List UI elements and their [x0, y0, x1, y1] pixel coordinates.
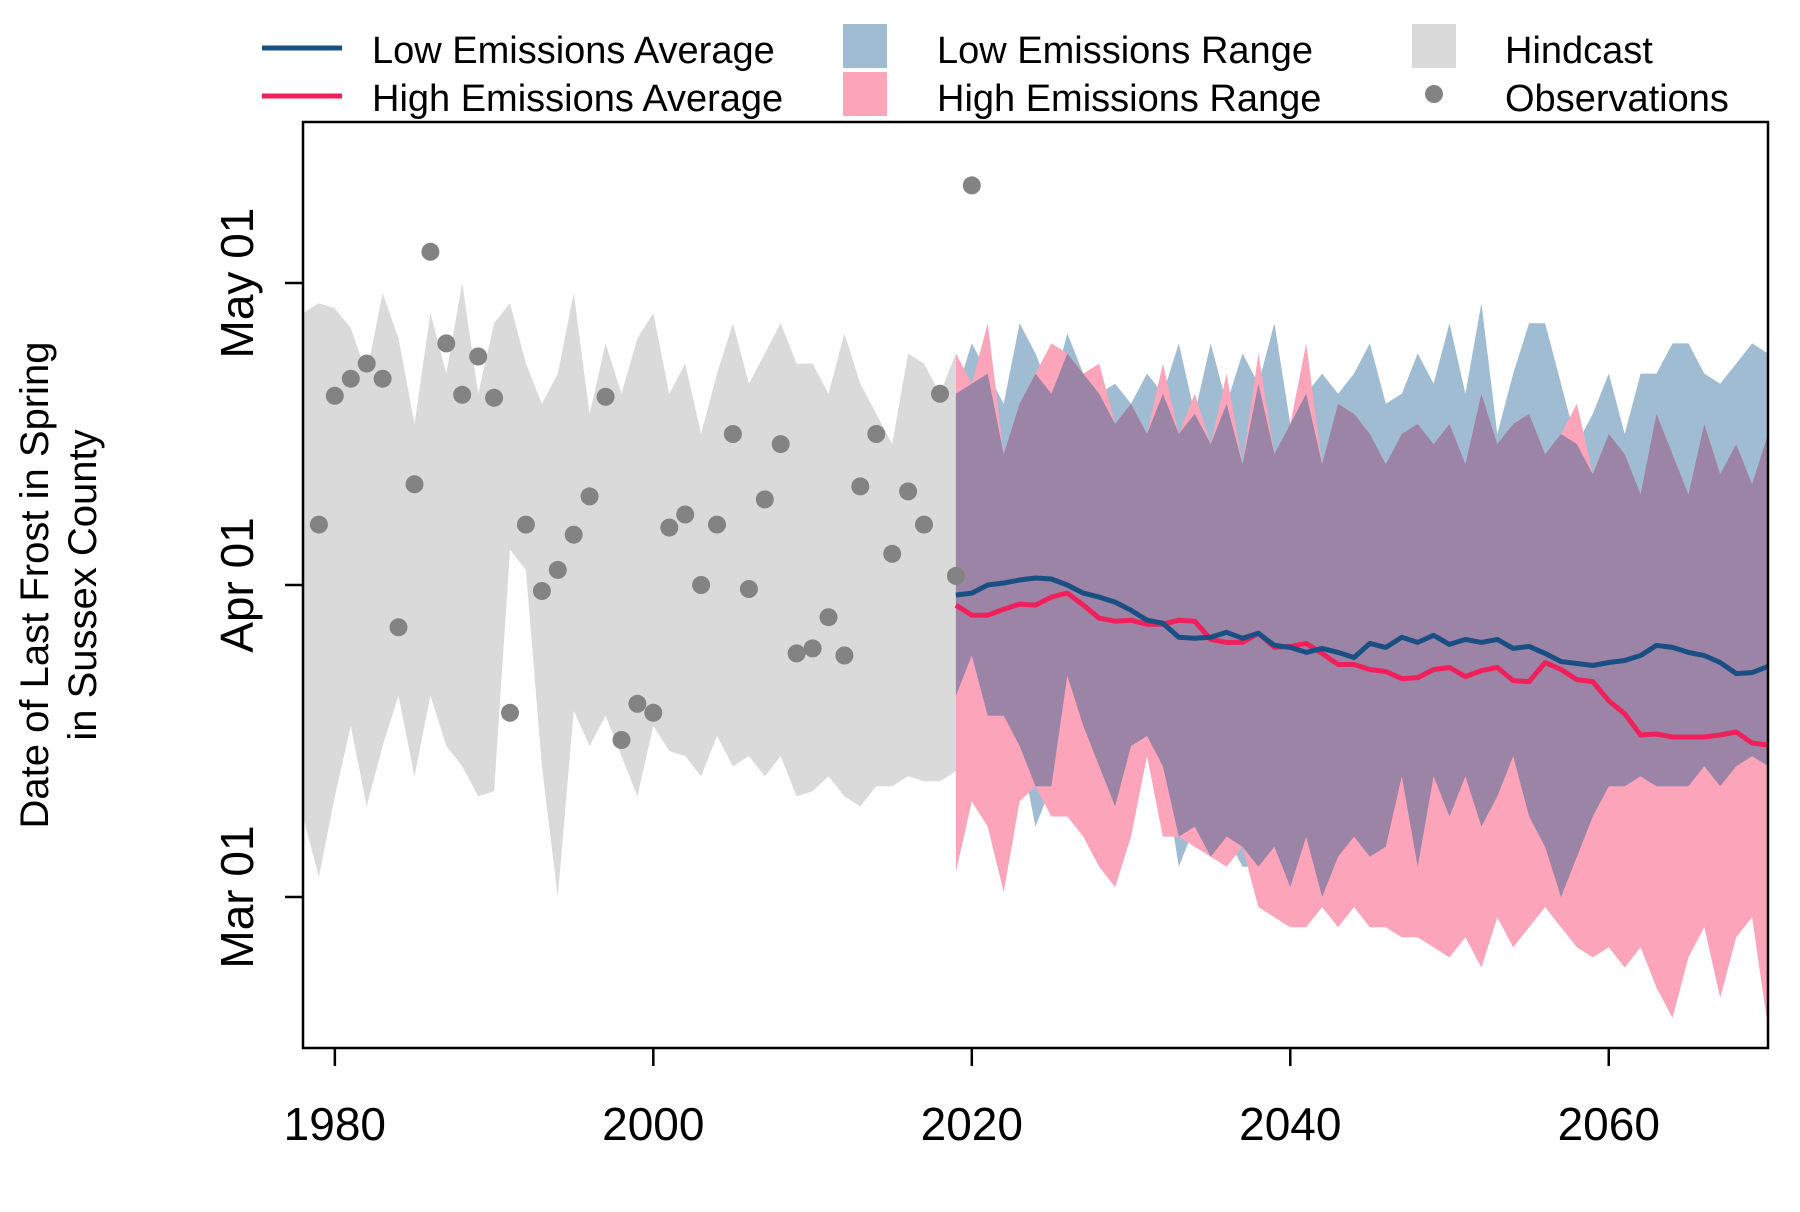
y-axis: Mar 01 Apr 01 May 01 [211, 208, 303, 969]
y-tick-label: Apr 01 [211, 517, 263, 653]
observation-point [325, 386, 344, 405]
observation-point [787, 644, 806, 663]
observation-point [501, 703, 519, 722]
observation-point [580, 487, 599, 506]
observation-point [692, 576, 711, 594]
observation-point [883, 544, 902, 563]
x-tick-label: 1980 [284, 1098, 386, 1150]
x-tick-label: 2040 [1239, 1098, 1341, 1150]
range-layer [955, 303, 1768, 1028]
observation-point [739, 580, 758, 598]
legend-label-hindcast: Hindcast [1505, 30, 1653, 72]
observation-point [899, 482, 918, 501]
observation-point [548, 560, 567, 579]
hindcast-layer [303, 283, 956, 897]
y-axis-label-line2: in Sussex County [61, 429, 105, 740]
legend-key-low_range [843, 24, 887, 68]
observation-point [596, 387, 615, 406]
observation-point [867, 425, 886, 443]
observations-layer [309, 176, 981, 749]
observation-point [676, 505, 695, 524]
observation-point [437, 334, 456, 353]
legend-key-high_range [843, 72, 887, 116]
x-tick-label: 2020 [921, 1098, 1023, 1150]
x-axis: 1980 2000 2020 2040 2060 [284, 1048, 1660, 1150]
observation-point [357, 354, 376, 373]
observation-point [453, 385, 472, 404]
observation-point [532, 582, 551, 600]
observation-point [309, 515, 328, 534]
observation-point [708, 515, 726, 534]
low-emissions-average-line [955, 575, 1768, 677]
observation-point [835, 646, 854, 665]
high-emissions-average-line [954, 590, 1768, 748]
observation-point [612, 731, 631, 749]
observation-point [564, 525, 583, 544]
legend-label-low_avg: Low Emissions Average [372, 30, 775, 72]
observation-point [723, 425, 742, 443]
y-axis-label-line1: Date of Last Frost in Spring [13, 342, 57, 829]
legend-label-low_range: Low Emissions Range [937, 30, 1313, 72]
average-lines-layer [954, 575, 1768, 748]
legend-label-high_avg: High Emissions Average [372, 78, 783, 120]
legend-key-observations [1425, 85, 1443, 103]
observation-point [644, 703, 663, 722]
legend: Low Emissions Average High Emissions Aver… [262, 24, 1729, 120]
observation-point [771, 435, 790, 454]
x-tick-label: 2000 [602, 1098, 704, 1150]
observation-point [341, 369, 360, 388]
observation-point [819, 608, 838, 627]
legend-label-observations: Observations [1505, 78, 1729, 120]
observation-point [803, 639, 822, 658]
observation-point [469, 347, 488, 366]
observation-point [962, 176, 981, 195]
observation-point [851, 477, 870, 496]
y-tick-label: May 01 [211, 208, 263, 359]
observation-point [915, 515, 933, 534]
observation-point [389, 618, 408, 637]
y-tick-label: Mar 01 [211, 825, 263, 968]
legend-label-high_range: High Emissions Range [937, 78, 1321, 120]
hindcast-band [303, 283, 956, 897]
observation-point [660, 518, 679, 537]
range-overlap-band [955, 353, 1768, 897]
observation-point [931, 384, 949, 403]
observation-point [755, 490, 774, 509]
observation-point [516, 515, 535, 534]
observation-point [421, 242, 440, 261]
observation-point [485, 388, 504, 407]
observation-point [946, 566, 965, 585]
legend-key-hindcast [1412, 24, 1456, 68]
observation-point [373, 369, 392, 388]
observation-point [628, 694, 647, 713]
observation-point [405, 475, 424, 494]
x-tick-label: 2060 [1558, 1098, 1660, 1150]
